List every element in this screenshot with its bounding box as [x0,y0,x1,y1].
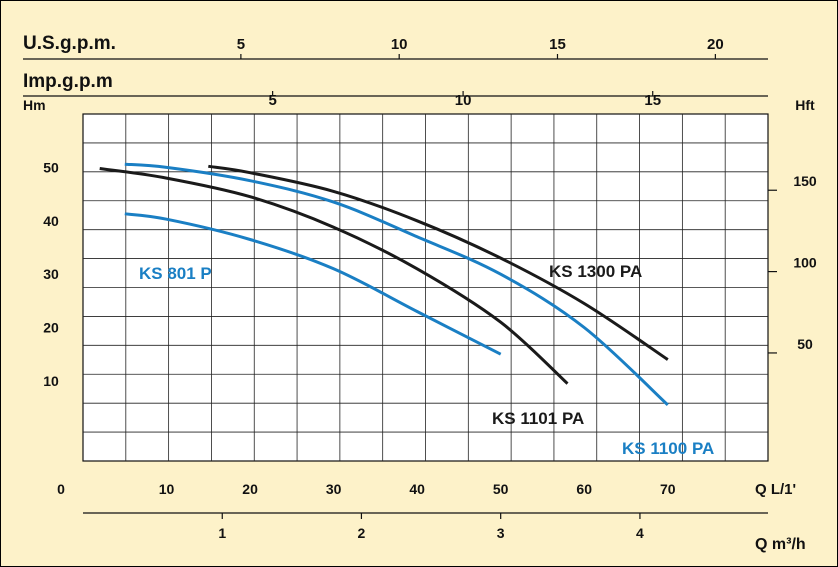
y-left-tick-label: 40 [43,213,59,229]
x-tick-label: 20 [242,481,258,497]
imp-gpm-tick-label: 5 [268,92,276,109]
x-tick-label: 40 [409,481,425,497]
us-gpm-tick-label: 5 [237,36,245,53]
curve-ks-1100-pa [124,162,669,407]
x-tick-label: 60 [576,481,592,497]
us-gpm-axis-label: U.S.g.p.m. [23,33,116,54]
x-tick-label: 70 [660,481,676,497]
y-left-tick-label: 50 [43,159,59,175]
curve-ks-1300-pa [208,164,669,361]
m3h-axis-label: Q m³/h [755,536,806,553]
y-right-tick-label: 50 [797,336,813,352]
x-tick-label: 10 [159,481,175,497]
x-tick-label: 30 [326,481,342,497]
label-ks-801-p: KS 801 P [139,264,212,283]
y-left-ticks: 10 20 30 40 50 [43,159,59,389]
label-ks-1101-pa: KS 1101 PA [492,409,584,428]
imp-gpm-tick-label: 10 [455,92,472,109]
x-axis-label: Q L/1' [755,481,796,498]
m3h-tick-label: 2 [358,525,366,541]
us-gpm-tick-label: 10 [391,36,408,53]
us-gpm-tick-label: 20 [707,36,724,53]
x-tick-label: 50 [493,481,509,497]
curve-ks-1101-pa [99,167,569,385]
y-right-tick-label: 100 [793,255,817,271]
y-left-tick-label: 30 [43,266,59,282]
imp-gpm-tick-label: 15 [644,92,661,109]
us-gpm-tick-label: 15 [549,36,566,53]
label-ks-1300-pa: KS 1300 PA [549,262,642,281]
y-right-axis-label: Hft [795,97,815,113]
label-ks-1100-pa: KS 1100 PA [622,439,714,458]
curve-ks-801-p [124,212,502,356]
m3h-tick-label: 4 [636,525,644,541]
m3h-tick-label: 1 [218,525,226,541]
imp-gpm-axis-label: Imp.g.p.m [23,71,113,92]
curves [99,162,669,407]
y-left-axis-label: Hm [23,97,46,113]
y-left-tick-label: 10 [43,373,59,389]
x-tick-label: 0 [57,481,65,497]
y-right-tick-label: 150 [793,173,817,189]
y-left-tick-label: 20 [43,320,59,336]
grid [83,114,768,461]
x-axis-ticks: 0 10 20 30 40 50 60 70 [57,481,676,497]
imp-gpm-ticks: 5 10 15 [268,91,661,109]
y-right-ticks: 50 100 150 [768,173,817,354]
m3h-tick-label: 3 [497,525,505,541]
us-gpm-ticks: 5 10 15 20 [237,36,724,59]
m3h-ticks: 1 2 3 4 [218,513,644,541]
